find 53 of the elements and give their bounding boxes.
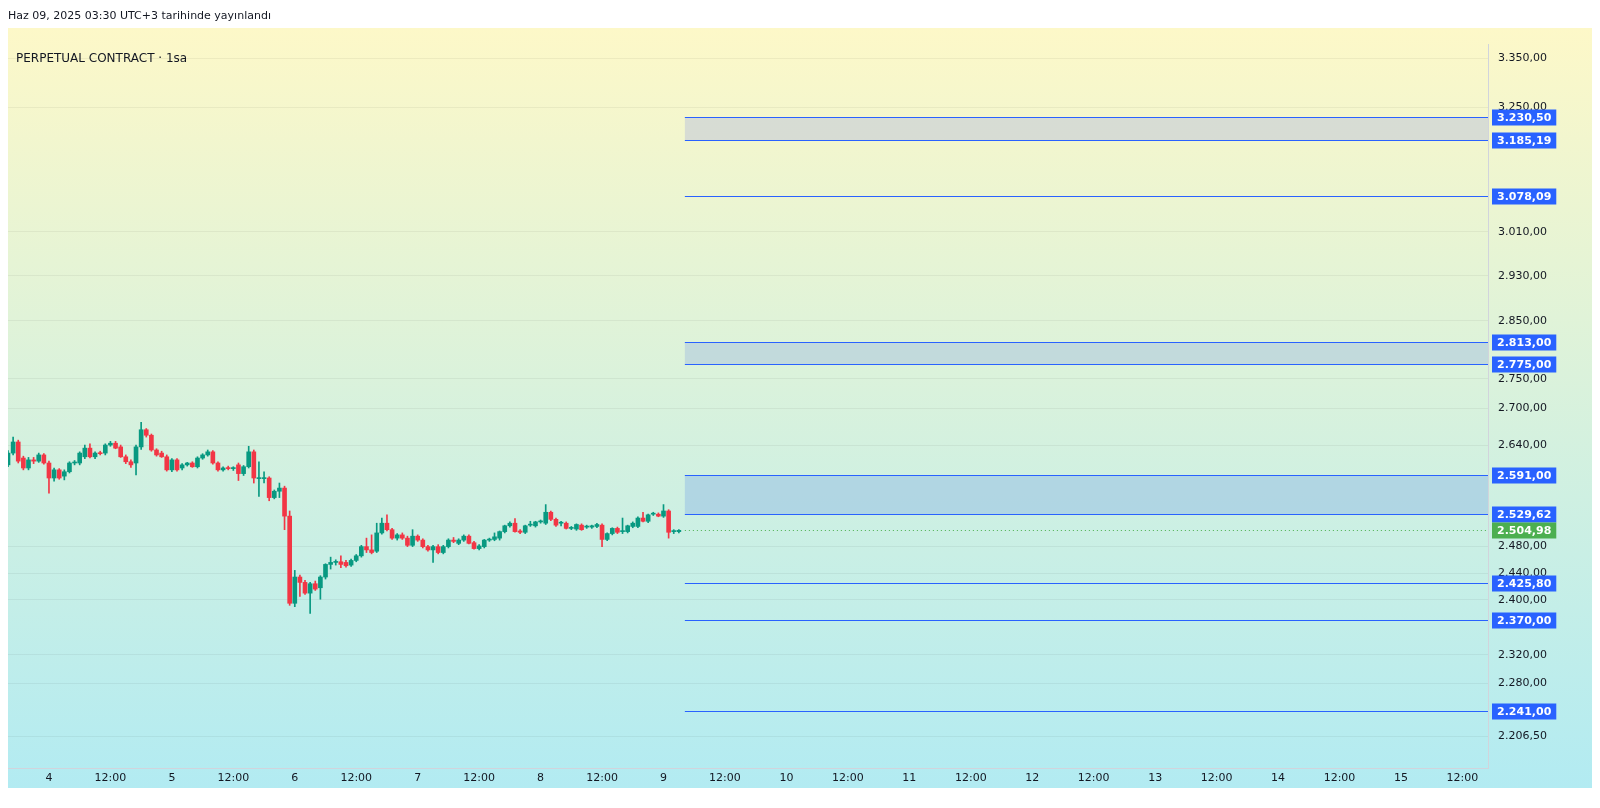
y-tick-label: 2.700,00 xyxy=(1498,401,1547,415)
candlestick xyxy=(256,461,262,497)
x-tick-label: 12:00 xyxy=(1323,771,1356,785)
x-tick-label: 12:00 xyxy=(709,771,741,785)
ref-line-label: 2.425,80 xyxy=(1497,577,1552,591)
ref-line-label: 3.078,09 xyxy=(1497,190,1552,204)
y-tick-label: 2.480,00 xyxy=(1498,539,1547,553)
x-tick-label: 10 xyxy=(779,771,794,785)
y-tick-label: 2.930,00 xyxy=(1498,268,1547,282)
x-tick-label: 14 xyxy=(1271,771,1286,785)
y-tick-label: 3.010,00 xyxy=(1498,224,1547,238)
x-tick-label: 4 xyxy=(45,771,53,785)
chart-subtitle: Haz 09, 2025 03:30 UTC+3 tarihinde yayınlandı xyxy=(8,8,272,24)
x-tick-label: 7 xyxy=(414,771,422,785)
y-tick-label: 2.280,00 xyxy=(1498,676,1547,690)
text: PERPETUAL CONTRACT · 1sa xyxy=(16,50,188,65)
x-tick-label: 9 xyxy=(660,771,667,785)
ref-line-label: 3.230,50 xyxy=(1497,111,1552,125)
x-tick-label: 12:00 xyxy=(217,771,250,785)
ref-line-label: 2.529,62 xyxy=(1497,508,1552,522)
y-tick-label: 2.750,00 xyxy=(1498,371,1547,385)
x-tick-label: 13 xyxy=(1148,771,1163,785)
x-tick-label: 12:00 xyxy=(1077,771,1110,785)
x-tick-label: 12:00 xyxy=(463,771,495,785)
y-tick-label: 2.206,50 xyxy=(1498,729,1547,743)
y-tick-label: 2.440,00 xyxy=(1498,565,1547,579)
ref-line-label: 3.185,19 xyxy=(1497,134,1552,148)
x-tick-label: 12:00 xyxy=(1446,771,1479,785)
y-tick-label: 2.320,00 xyxy=(1498,647,1547,661)
x-tick-label: 12:00 xyxy=(340,771,373,785)
y-tick-label: 2.850,00 xyxy=(1498,313,1547,327)
x-tick-label: 11 xyxy=(902,771,917,785)
x-tick-label: 12:00 xyxy=(586,771,618,785)
y-tick-label: 3.250,00 xyxy=(1498,100,1547,114)
x-tick-label: 15 xyxy=(1393,771,1408,785)
ref-line-label: 2.813,00 xyxy=(1497,336,1552,350)
x-tick-label: 6 xyxy=(291,771,299,785)
x-tick-label: 12:00 xyxy=(832,771,864,785)
x-tick-label: 5 xyxy=(168,771,176,785)
x-tick-label: 12:00 xyxy=(954,771,987,785)
y-tick-label: 2.640,00 xyxy=(1498,437,1547,451)
ref-line-label: 2.504,98 xyxy=(1497,524,1552,538)
y-tick-label: 3.350,00 xyxy=(1498,50,1547,64)
candlestick xyxy=(261,471,267,484)
x-tick-label: 8 xyxy=(537,771,545,785)
x-tick-label: 12:00 xyxy=(94,771,127,785)
ref-line-label: 2.591,00 xyxy=(1497,469,1552,483)
y-tick-label: 2.400,00 xyxy=(1498,592,1547,606)
ref-line-label: 2.241,00 xyxy=(1497,705,1552,719)
ref-line-label: 2.775,00 xyxy=(1497,358,1552,372)
x-tick-label: 12:00 xyxy=(1200,771,1233,785)
ref-line-label: 2.370,00 xyxy=(1497,614,1552,628)
x-tick-label: 12 xyxy=(1025,771,1040,785)
